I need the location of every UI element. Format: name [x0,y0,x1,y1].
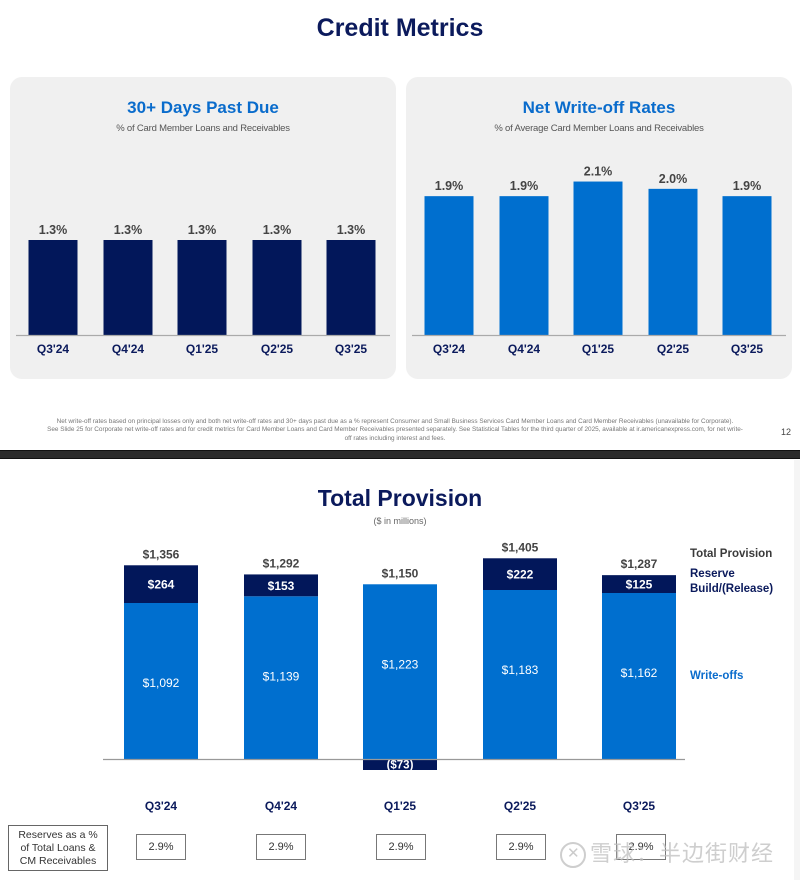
footnote: Net write-off rates based on principal l… [30,418,760,443]
past-due-value-label: 1.3% [263,223,292,237]
write-off-value-label: 1.9% [435,179,464,193]
write-off-category-label: Q4'24 [508,342,541,356]
write-off-category-label: Q3'24 [433,342,466,356]
write-off-chart: 1.9% Q3'24 1.9% Q4'24 2.1% Q1'25 2.0% Q2'25 1.9%… [412,165,786,356]
past-due-category-label: Q3'24 [37,342,70,356]
write-offs-value-label: $1,162 [621,666,658,680]
past-due-value-label: 1.3% [337,223,366,237]
past-due-value-label: 1.3% [114,223,143,237]
write-offs-value-label: $1,183 [502,663,539,677]
reserve-value-label: $125 [626,578,653,592]
past-due-value-label: 1.3% [188,223,217,237]
credit-metrics-title: Credit Metrics [316,14,484,42]
past-due-category-label: Q4'24 [112,342,145,356]
write-off-value-label: 1.9% [510,179,539,193]
quarter-label: Q1'25 [383,799,417,813]
write-off-bar [424,196,474,335]
reserves-label-line: of Total Loans & [20,842,96,854]
past-due-value-label: 1.3% [39,223,68,237]
footnote-line: Net write-off rates based on principal l… [56,418,734,425]
reserve-value-label: $222 [507,568,534,582]
past-due-bar [103,240,153,335]
quarter-label: Q3'25 [622,799,656,813]
past-due-bar [177,240,227,335]
write-off-bar [648,188,698,335]
legend-write-offs: Write-offs [690,670,744,682]
reserves-label-line: Reserves as a % [18,829,98,841]
footnote-line: off rates including interest and fees. [344,434,446,442]
total-provision-value-label: $1,405 [502,540,539,554]
total-provision-value-label: $1,292 [263,556,300,570]
past-due-category-label: Q3'25 [335,342,368,356]
reserves-label-line: CM Receivables [19,855,97,867]
total-provision-subtitle: ($ in millions) [373,516,427,526]
write-off-bar [573,181,623,335]
write-offs-value-label: $1,139 [263,669,300,683]
write-offs-bar [602,593,676,759]
reserves-ratio-label: Reserves as a % of Total Loans & CM Rece… [8,825,108,871]
write-offs-bar [244,596,318,759]
total-provision-title: Total Provision [317,485,483,511]
write-offs-value-label: $1,223 [382,657,419,671]
write-off-bar [499,196,549,335]
reserves-ratio-value: 2.9% [616,834,666,860]
reserve-bar [602,575,676,593]
slide-divider [0,450,800,459]
write-offs-value-label: $1,092 [143,676,180,690]
total-provision-value-label: $1,287 [621,557,658,571]
reserve-value-label: $153 [268,579,295,593]
snowball-logo-icon [560,842,586,869]
past-due-bar [252,240,302,335]
reserve-bar [124,565,198,603]
write-off-chart-title: Net Write-off Rates [522,98,676,117]
past-due-category-label: Q1'25 [186,342,219,356]
watermark-text: 雪球：半边街财经 [590,841,775,866]
write-off-panel: Net Write-off Rates % of Average Card Me… [406,77,792,379]
write-off-value-label: 2.0% [659,172,688,186]
right-edge-strip [794,460,800,880]
quarter-label: Q4'24 [264,799,298,813]
write-off-bar [722,196,772,335]
legend-reserve-build-release: Reserve Build/(Release) [690,567,773,597]
legend-reserve-line: Build/(Release) [690,583,774,595]
reserves-ratio-value: 2.9% [496,834,546,860]
watermark: 雪球：半边街财经 [560,836,775,869]
legend-total-provision: Total Provision [690,548,773,560]
reserves-ratio-value: 2.9% [136,834,186,860]
total-provision-value-label: $1,356 [143,547,180,561]
write-off-category-label: Q2'25 [657,342,690,356]
page-number: 12 [781,427,792,437]
past-due-chart-title: 30+ Days Past Due [127,98,279,117]
reserve-value-label: $264 [148,578,175,592]
quarter-label: Q3'24 [144,799,178,813]
write-off-value-label: 1.9% [733,179,762,193]
reserve-bar [483,558,557,590]
footnote-line: See Slide 25 for Corporate net write-off… [47,426,743,434]
write-off-chart-subtitle: % of Average Card Member Loans and Recei… [494,123,704,134]
past-due-bar [326,240,376,335]
write-offs-bar [483,590,557,759]
past-due-bar [28,240,78,335]
reserve-bar [244,574,318,597]
past-due-chart: 1.3% Q3'24 1.3% Q4'24 1.3% Q1'25 1.3% Q2'25 1.3%… [16,223,390,356]
write-off-category-label: Q3'25 [731,342,764,356]
reserves-ratio-value: 2.9% [376,834,426,860]
past-due-chart-subtitle: % of Card Member Loans and Receivables [116,123,290,134]
legend-reserve-line: Reserve [690,568,735,580]
quarter-label: Q2'25 [503,799,537,813]
write-off-value-label: 2.1% [584,165,613,179]
reserves-ratio-value: 2.9% [256,834,306,860]
write-offs-bar [363,584,437,759]
past-due-category-label: Q2'25 [261,342,294,356]
write-offs-bar [124,603,198,759]
reserve-value-label: ($73) [387,760,414,772]
total-provision-value-label: $1,150 [382,566,419,580]
past-due-panel: 30+ Days Past Due % of Card Member Loans… [10,77,396,379]
reserve-bar [363,759,437,770]
write-off-category-label: Q1'25 [582,342,615,356]
